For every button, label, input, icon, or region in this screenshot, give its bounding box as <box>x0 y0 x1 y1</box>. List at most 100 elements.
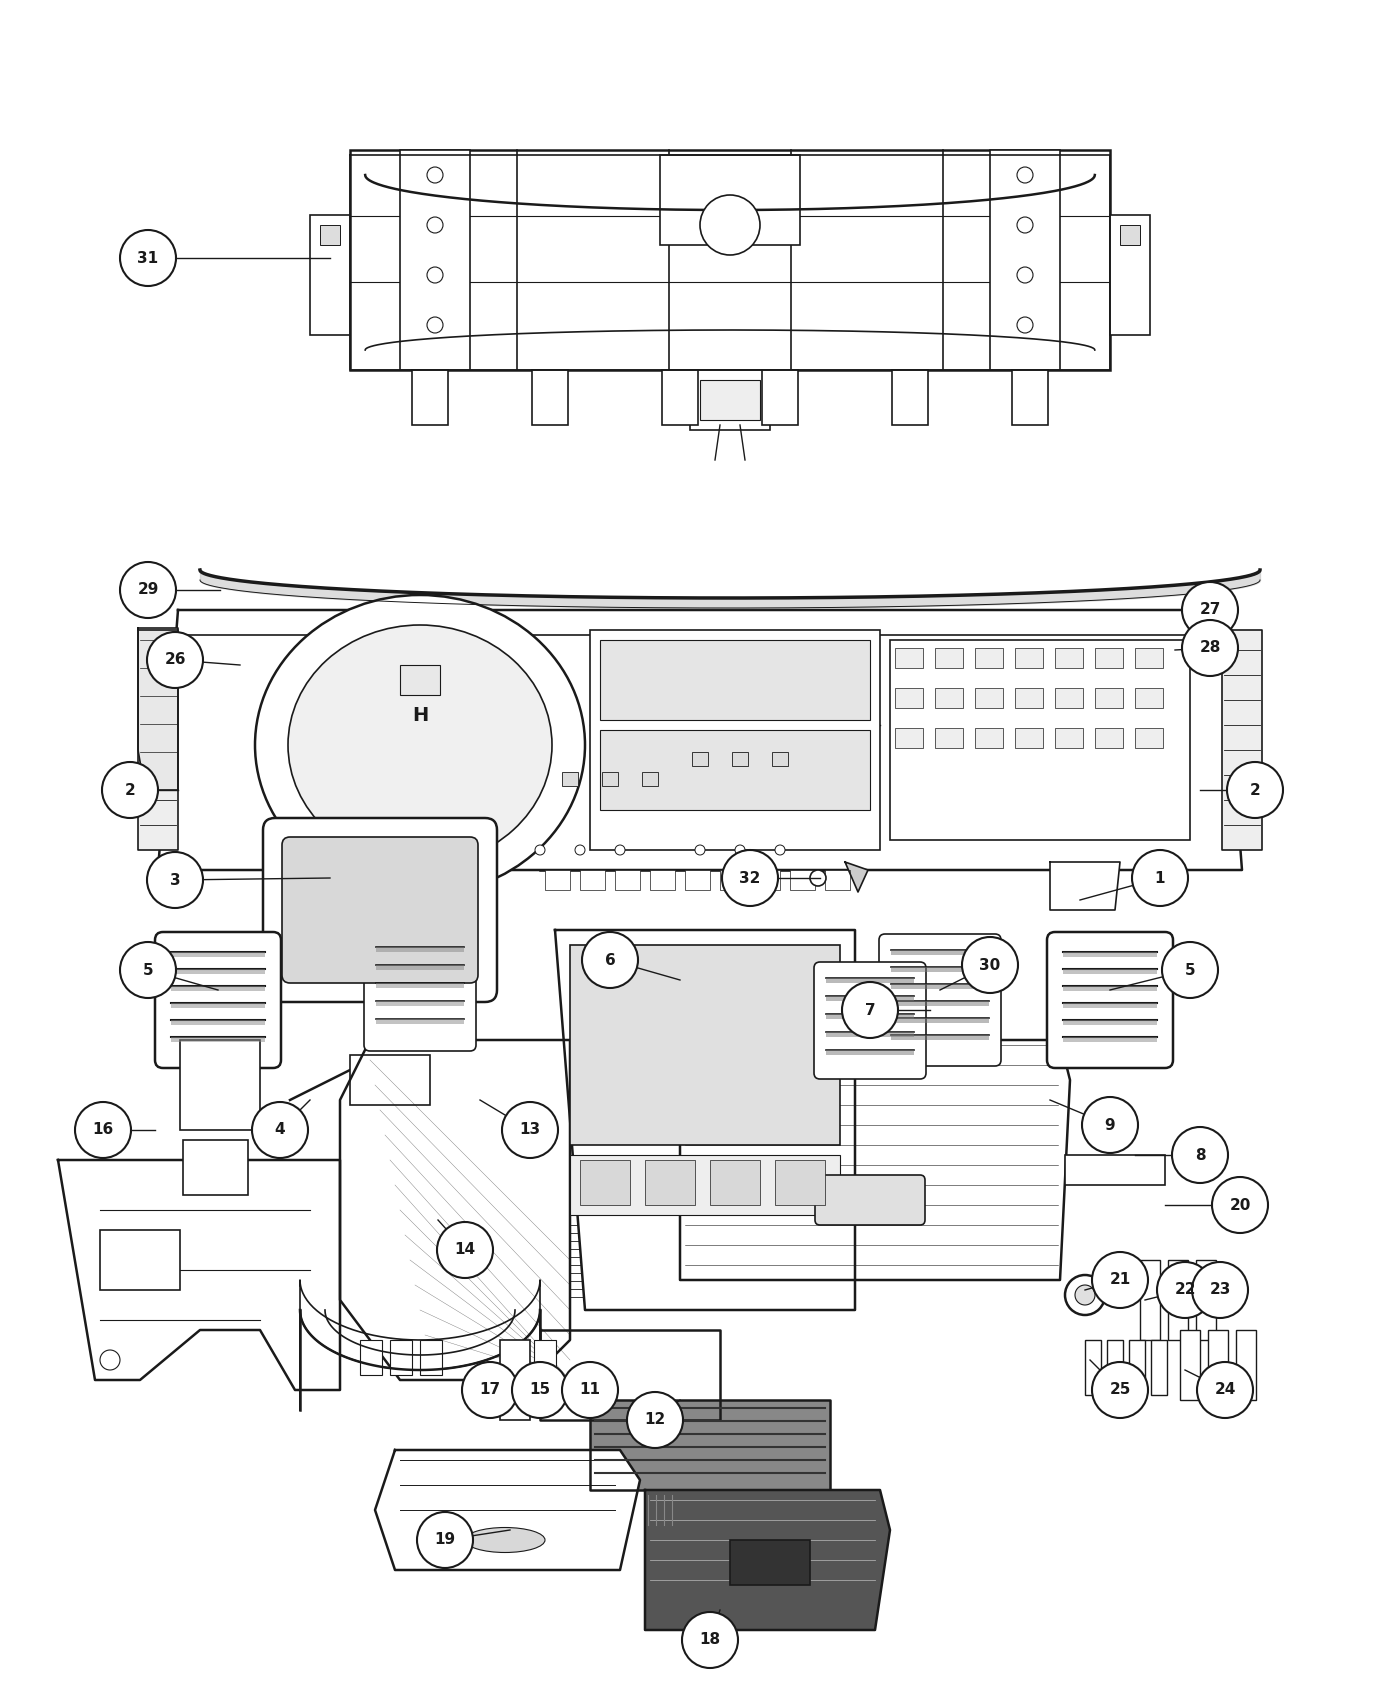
Polygon shape <box>826 977 914 983</box>
Polygon shape <box>826 1051 914 1056</box>
Bar <box>1135 728 1163 748</box>
Bar <box>580 1159 630 1205</box>
Bar <box>570 945 840 1146</box>
Bar <box>1085 1340 1100 1396</box>
Bar <box>762 371 798 425</box>
Circle shape <box>722 850 778 906</box>
FancyBboxPatch shape <box>813 962 925 1080</box>
Circle shape <box>147 632 203 688</box>
Circle shape <box>197 1057 242 1102</box>
Text: 5: 5 <box>143 962 154 978</box>
Bar <box>710 1159 760 1205</box>
Text: 9: 9 <box>1105 1117 1116 1132</box>
Text: 27: 27 <box>1200 602 1221 617</box>
FancyBboxPatch shape <box>879 933 1001 1066</box>
Bar <box>1056 728 1084 748</box>
Bar <box>601 639 869 721</box>
Polygon shape <box>1050 862 1120 910</box>
Bar <box>545 870 570 891</box>
Bar <box>643 772 658 785</box>
Text: 15: 15 <box>529 1382 550 1397</box>
Polygon shape <box>171 986 265 991</box>
Circle shape <box>1172 1127 1228 1183</box>
Circle shape <box>582 932 638 988</box>
Text: 4: 4 <box>274 1122 286 1137</box>
Text: 25: 25 <box>1109 1382 1131 1397</box>
Circle shape <box>120 563 176 619</box>
Polygon shape <box>377 947 463 952</box>
Polygon shape <box>826 996 914 1001</box>
Circle shape <box>1065 1275 1105 1316</box>
Circle shape <box>682 1612 738 1668</box>
Bar <box>990 150 1060 371</box>
Circle shape <box>627 1392 683 1448</box>
Bar <box>825 870 850 891</box>
Polygon shape <box>171 1037 265 1042</box>
Bar <box>732 751 748 767</box>
Circle shape <box>1092 1362 1148 1418</box>
Bar <box>776 1159 825 1205</box>
Bar <box>1095 728 1123 748</box>
Circle shape <box>427 167 442 184</box>
Bar <box>350 150 1110 371</box>
Circle shape <box>700 196 760 255</box>
Circle shape <box>202 1148 230 1176</box>
Polygon shape <box>826 1013 914 1018</box>
Bar <box>1110 214 1149 335</box>
Text: 13: 13 <box>519 1122 540 1137</box>
Bar <box>1056 688 1084 707</box>
Polygon shape <box>1063 986 1156 991</box>
Text: 29: 29 <box>137 583 158 597</box>
Polygon shape <box>1063 1037 1156 1042</box>
Circle shape <box>120 230 176 286</box>
Circle shape <box>1075 1285 1095 1306</box>
Polygon shape <box>890 1001 988 1006</box>
Polygon shape <box>57 1159 340 1391</box>
Bar <box>974 728 1002 748</box>
Circle shape <box>462 1362 518 1418</box>
Circle shape <box>99 1350 120 1370</box>
Bar <box>685 870 710 891</box>
Polygon shape <box>540 1329 720 1420</box>
Bar <box>790 870 815 891</box>
Bar <box>892 371 928 425</box>
Polygon shape <box>890 984 988 989</box>
Text: H: H <box>412 706 428 724</box>
Text: 24: 24 <box>1214 1382 1236 1397</box>
Bar <box>602 772 617 785</box>
Polygon shape <box>375 1450 640 1571</box>
Ellipse shape <box>288 626 552 865</box>
Polygon shape <box>1063 1003 1156 1008</box>
Bar <box>1095 688 1123 707</box>
Bar <box>420 1340 442 1375</box>
Bar <box>1196 1260 1217 1340</box>
Circle shape <box>1212 1176 1268 1232</box>
Polygon shape <box>890 950 988 955</box>
Circle shape <box>252 1102 308 1158</box>
Polygon shape <box>1063 969 1156 974</box>
Polygon shape <box>139 631 178 850</box>
Circle shape <box>1092 1251 1148 1307</box>
Bar <box>650 870 675 891</box>
Bar <box>1151 1340 1168 1396</box>
Bar <box>974 688 1002 707</box>
Bar <box>1015 648 1043 668</box>
Polygon shape <box>377 966 463 971</box>
Text: 16: 16 <box>92 1122 113 1137</box>
Polygon shape <box>1063 1020 1156 1025</box>
Bar <box>935 728 963 748</box>
Circle shape <box>575 845 585 855</box>
Circle shape <box>1016 316 1033 333</box>
Polygon shape <box>158 610 1242 870</box>
Circle shape <box>1182 620 1238 677</box>
Text: 6: 6 <box>605 952 616 967</box>
Bar <box>645 1159 694 1205</box>
Circle shape <box>437 1222 493 1278</box>
FancyBboxPatch shape <box>364 928 476 1051</box>
Bar <box>1015 728 1043 748</box>
Text: 32: 32 <box>739 870 760 886</box>
Text: 11: 11 <box>580 1382 601 1397</box>
Circle shape <box>1016 218 1033 233</box>
Bar <box>895 728 923 748</box>
Bar <box>615 870 640 891</box>
